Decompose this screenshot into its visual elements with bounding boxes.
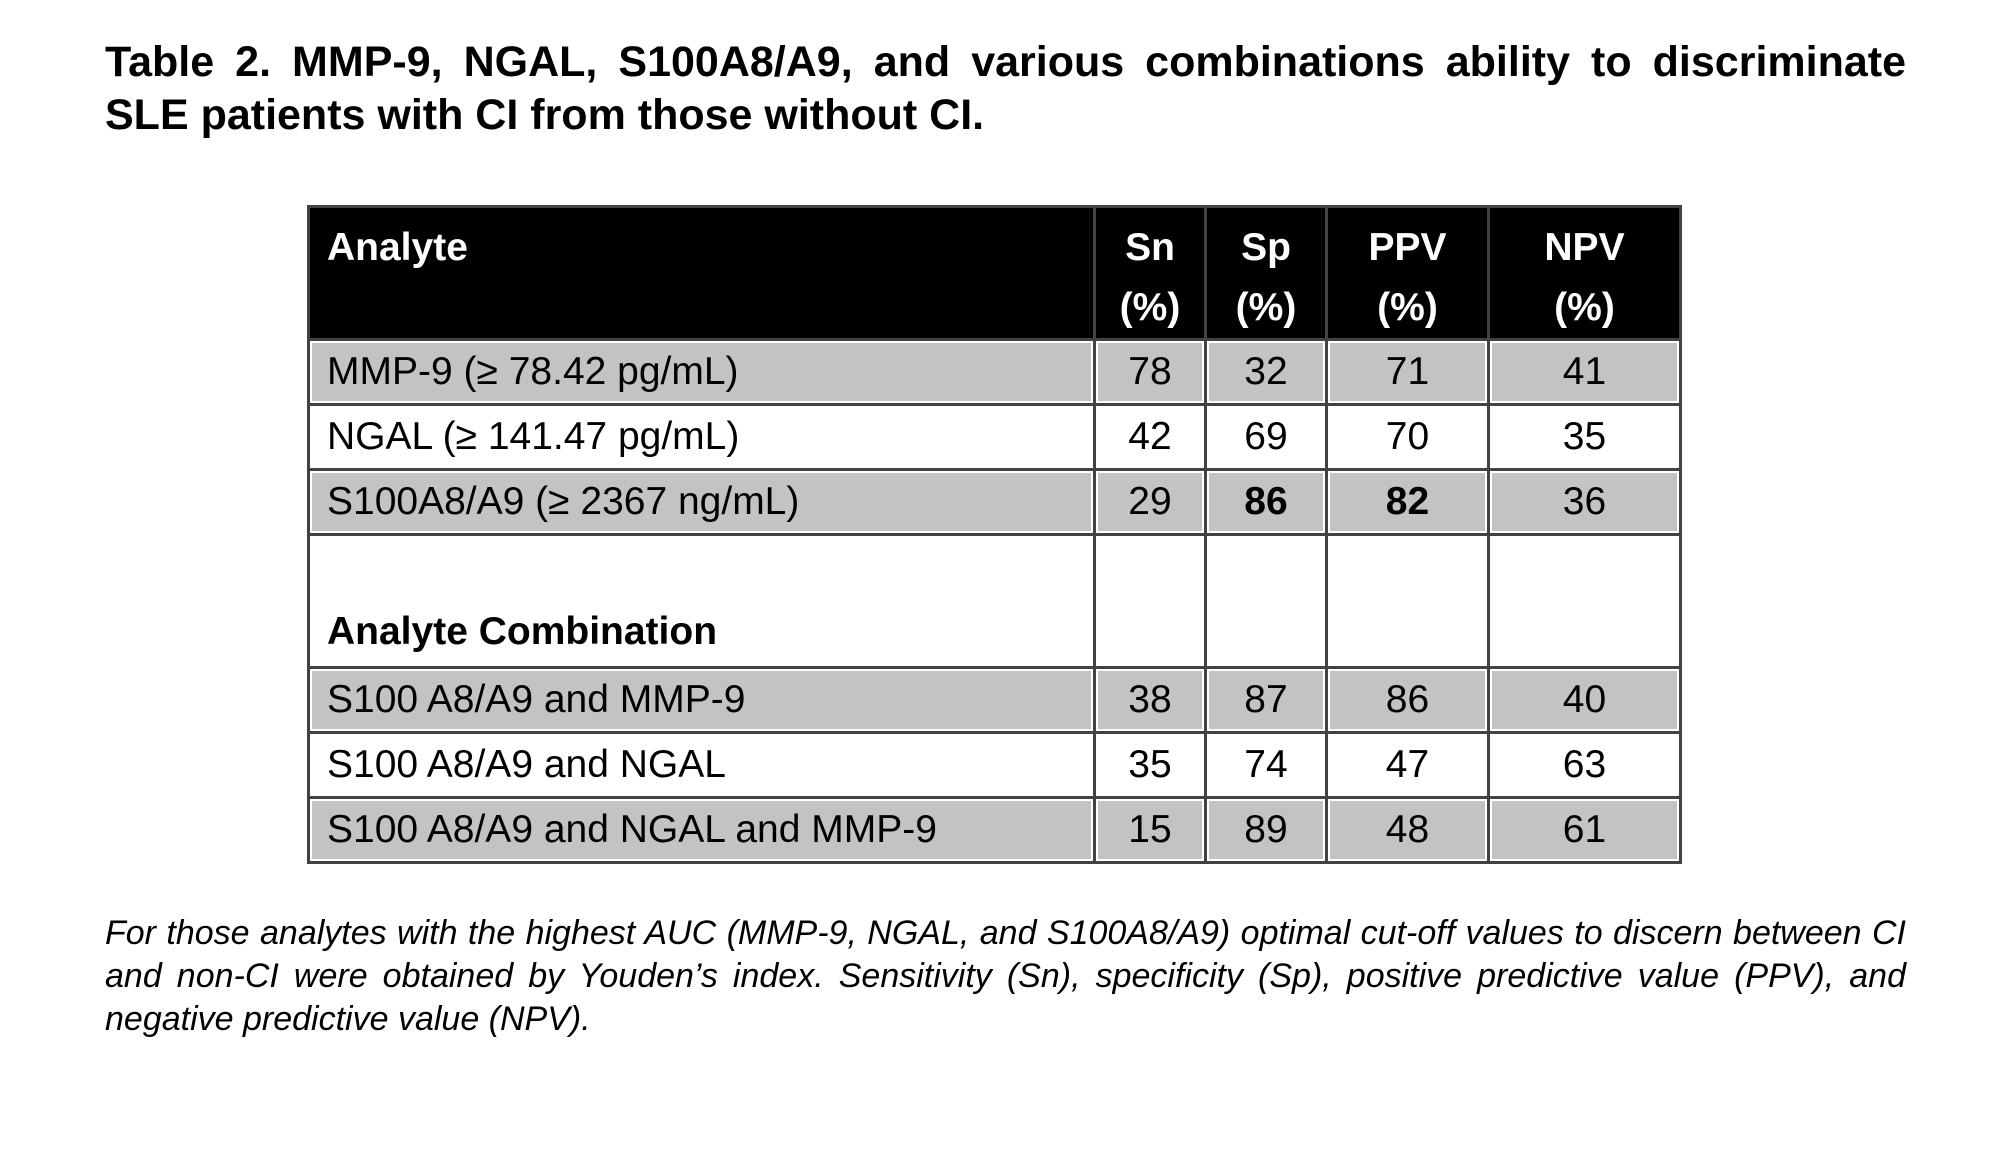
column-unit: (%) <box>1235 286 1297 329</box>
npv-cell: 61 <box>1487 796 1682 864</box>
npv-cell: 36 <box>1487 468 1682 536</box>
sn-cell: 78 <box>1093 338 1207 406</box>
analyte-cell: S100 A8/A9 and NGAL <box>307 731 1096 799</box>
table-header: Analyte Sn (%) Sp (%) PPV (%) NPV (%) <box>307 205 1682 341</box>
table-row-mmp9: MMP-9 (≥ 78.42 pg/mL) 78 32 71 41 <box>307 338 1682 406</box>
results-table: Analyte Sn (%) Sp (%) PPV (%) NPV (%) <box>307 205 1682 864</box>
section-header-row: Analyte Combination <box>307 533 1682 669</box>
table-body: MMP-9 (≥ 78.42 pg/mL) 78 32 71 41 NGAL (… <box>307 338 1682 864</box>
column-header-analyte: Analyte <box>307 205 1096 341</box>
npv-cell: 63 <box>1487 731 1682 799</box>
analyte-cell: S100 A8/A9 and MMP-9 <box>307 666 1096 734</box>
sn-cell: 35 <box>1093 731 1207 799</box>
sp-cell: 89 <box>1204 796 1328 864</box>
sn-cell: 38 <box>1093 666 1207 734</box>
sn-cell: 29 <box>1093 468 1207 536</box>
table-row-s100-mmp9: S100 A8/A9 and MMP-9 38 87 86 40 <box>307 666 1682 734</box>
column-label: Sn <box>1125 226 1175 269</box>
header-row: Analyte Sn (%) Sp (%) PPV (%) NPV (%) <box>307 205 1682 341</box>
column-label: NPV <box>1544 226 1625 269</box>
npv-cell: 40 <box>1487 666 1682 734</box>
column-unit: (%) <box>1119 286 1181 329</box>
ppv-cell: 86 <box>1325 666 1490 734</box>
sp-cell: 87 <box>1204 666 1328 734</box>
npv-cell <box>1487 533 1682 669</box>
sn-cell: 15 <box>1093 796 1207 864</box>
table-row-ngal: NGAL (≥ 141.47 pg/mL) 42 69 70 35 <box>307 403 1682 471</box>
section-header-label: Analyte Combination <box>307 533 1096 669</box>
column-header-ppv: PPV (%) <box>1325 205 1490 341</box>
npv-cell: 35 <box>1487 403 1682 471</box>
column-unit: (%) <box>1377 286 1438 329</box>
table-caption: Table 2. MMP-9, NGAL, S100A8/A9, and var… <box>105 38 1906 139</box>
table-row-s100-ngal-mmp9: S100 A8/A9 and NGAL and MMP-9 15 89 48 6… <box>307 796 1682 864</box>
ppv-cell <box>1325 533 1490 669</box>
column-label: Analyte <box>327 226 468 269</box>
npv-cell: 41 <box>1487 338 1682 406</box>
column-label: PPV <box>1368 226 1447 269</box>
table-row-s100a8a9: S100A8/A9 (≥ 2367 ng/mL) 29 86 82 36 <box>307 468 1682 536</box>
ppv-cell: 48 <box>1325 796 1490 864</box>
table-row-s100-ngal: S100 A8/A9 and NGAL 35 74 47 63 <box>307 731 1682 799</box>
ppv-cell: 82 <box>1325 468 1490 536</box>
column-header-sp: Sp (%) <box>1204 205 1328 341</box>
sp-cell <box>1204 533 1328 669</box>
ppv-cell: 47 <box>1325 731 1490 799</box>
column-unit: (%) <box>1554 286 1615 329</box>
analyte-cell: NGAL (≥ 141.47 pg/mL) <box>307 403 1096 471</box>
sn-cell <box>1093 533 1207 669</box>
column-header-npv: NPV (%) <box>1487 205 1682 341</box>
table-footnote: For those analytes with the highest AUC … <box>105 914 1906 1038</box>
ppv-cell: 70 <box>1325 403 1490 471</box>
sn-cell: 42 <box>1093 403 1207 471</box>
ppv-cell: 71 <box>1325 338 1490 406</box>
column-header-sn: Sn (%) <box>1093 205 1207 341</box>
sp-cell: 86 <box>1204 468 1328 536</box>
analyte-cell: S100A8/A9 (≥ 2367 ng/mL) <box>307 468 1096 536</box>
analyte-cell: S100 A8/A9 and NGAL and MMP-9 <box>307 796 1096 864</box>
column-label: Sp <box>1241 226 1291 269</box>
sp-cell: 69 <box>1204 403 1328 471</box>
analyte-cell: MMP-9 (≥ 78.42 pg/mL) <box>307 338 1096 406</box>
sp-cell: 32 <box>1204 338 1328 406</box>
sp-cell: 74 <box>1204 731 1328 799</box>
